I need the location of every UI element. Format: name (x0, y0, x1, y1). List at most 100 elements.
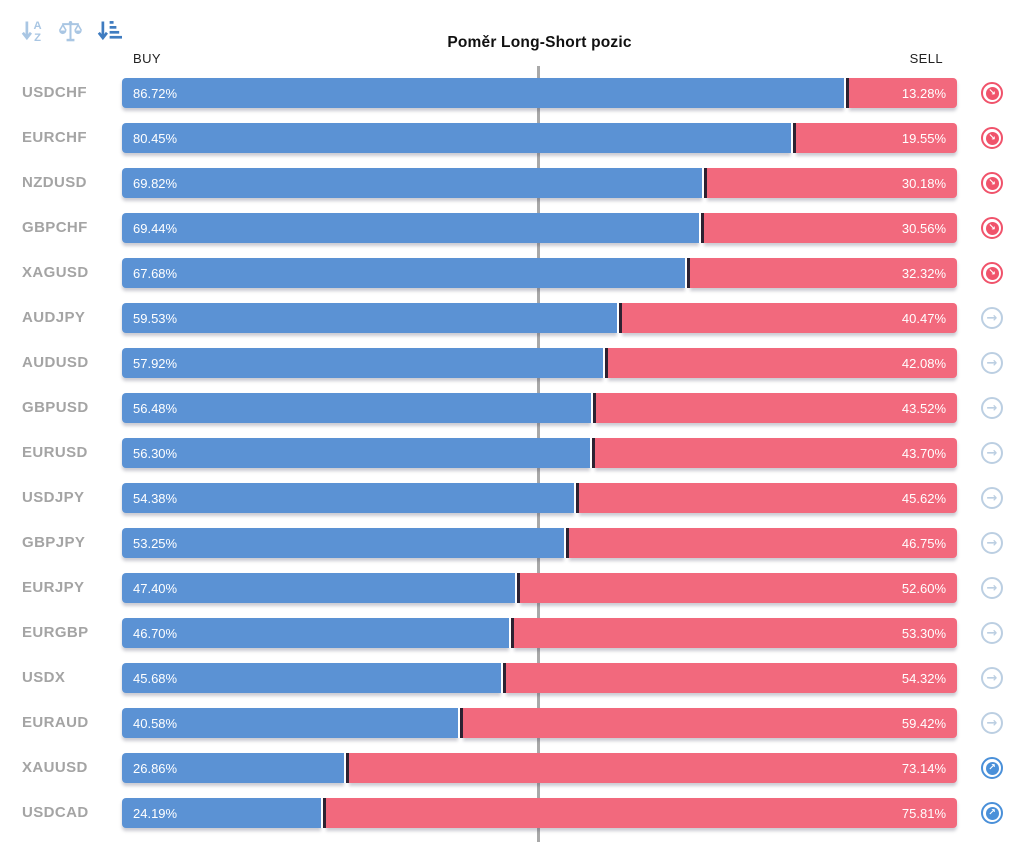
pair-row: USDCHF 86.72% 13.28% ↘ (0, 78, 1027, 123)
buy-axis-label: BUY (133, 51, 161, 66)
trend-arrow-glyph: ↘ (985, 221, 999, 235)
bar-divider (517, 573, 521, 603)
long-short-ratio-bar: 56.48% 43.52% (122, 393, 957, 423)
sell-bar: 52.60% (520, 573, 957, 603)
buy-bar: 47.40% (122, 573, 516, 603)
trend-flat-icon[interactable]: → (981, 622, 1003, 644)
trend-arrow-glyph: → (986, 310, 998, 326)
bar-gap (500, 663, 503, 693)
bar-divider (502, 663, 506, 693)
bar-divider (566, 528, 570, 558)
sort-balance-button[interactable] (56, 16, 85, 45)
pair-row: USDX 45.68% 54.32% → (0, 663, 1027, 708)
sort-by-ratio-button[interactable] (94, 16, 123, 45)
bar-gap (343, 753, 346, 783)
bar-gap (573, 483, 576, 513)
bar-gap (603, 348, 606, 378)
trend-flat-icon[interactable]: → (981, 667, 1003, 689)
bar-divider (345, 753, 349, 783)
trend-flat-icon[interactable]: → (981, 442, 1003, 464)
trend-down-icon[interactable]: ↘ (981, 82, 1003, 104)
sell-bar: 32.32% (689, 258, 957, 288)
buy-percentage: 45.68% (133, 670, 178, 686)
trend-column: ↗ (957, 798, 1027, 828)
pair-row: EURCHF 80.45% 19.55% ↘ (0, 123, 1027, 168)
buy-bar: 54.38% (122, 483, 574, 513)
trend-flat-icon[interactable]: → (981, 487, 1003, 509)
trend-column: ↗ (957, 753, 1027, 783)
buy-percentage: 86.72% (133, 85, 178, 101)
bar-gap (791, 123, 794, 153)
pair-rows-list: USDCHF 86.72% 13.28% ↘ EURCHF 80.45% (0, 78, 1027, 843)
sell-percentage: 59.42% (901, 715, 946, 731)
trend-down-icon[interactable]: ↘ (981, 127, 1003, 149)
buy-bar: 80.45% (122, 123, 792, 153)
trend-down-icon[interactable]: ↘ (981, 262, 1003, 284)
sell-bar: 19.55% (796, 123, 957, 153)
buy-bar: 86.72% (122, 78, 844, 108)
pair-row: EURGBP 46.70% 53.30% → (0, 618, 1027, 663)
trend-up-icon[interactable]: ↗ (981, 802, 1003, 824)
long-short-ratio-bar: 67.68% 32.32% (122, 258, 957, 288)
buy-bar: 56.30% (122, 438, 590, 468)
long-short-ratio-bar: 80.45% 19.55% (122, 123, 957, 153)
pair-label: EURAUD (22, 714, 89, 731)
trend-column: ↘ (957, 78, 1027, 108)
buy-percentage: 56.30% (133, 445, 178, 461)
buy-bar: 69.44% (122, 213, 700, 243)
bar-gap (616, 303, 619, 333)
pair-label: USDCHF (22, 84, 87, 101)
long-short-ratio-bar: 47.40% 52.60% (122, 573, 957, 603)
trend-arrow-glyph: → (986, 355, 998, 371)
svg-text:A: A (34, 20, 42, 32)
trend-flat-icon[interactable]: → (981, 532, 1003, 554)
pair-label: USDX (22, 669, 66, 686)
long-short-ratio-bar: 54.38% 45.62% (122, 483, 957, 513)
trend-column: ↘ (957, 168, 1027, 198)
trend-column: → (957, 438, 1027, 468)
pair-label: XAUUSD (22, 759, 88, 776)
trend-arrow-glyph: → (986, 670, 998, 686)
long-short-ratio-bar: 69.82% 30.18% (122, 168, 957, 198)
pair-label: EURGBP (22, 624, 89, 641)
sell-percentage: 53.30% (901, 625, 946, 641)
sell-percentage: 13.28% (901, 85, 946, 101)
balance-scale-icon (57, 20, 84, 47)
buy-bar: 40.58% (122, 708, 459, 738)
svg-text:Z: Z (34, 32, 41, 44)
trend-flat-icon[interactable]: → (981, 352, 1003, 374)
sell-bar: 30.18% (707, 168, 957, 198)
pair-row: XAUUSD 26.86% 73.14% ↗ (0, 753, 1027, 798)
pair-label: AUDJPY (22, 309, 86, 326)
bar-gap (321, 798, 324, 828)
sell-percentage: 40.47% (901, 310, 946, 326)
trend-flat-icon[interactable]: → (981, 397, 1003, 419)
pair-row: GBPUSD 56.48% 43.52% → (0, 393, 1027, 438)
sort-alphabetical-button[interactable]: A Z (18, 16, 47, 45)
sell-percentage: 52.60% (901, 580, 946, 596)
long-short-ratio-bar: 57.92% 42.08% (122, 348, 957, 378)
trend-up-icon[interactable]: ↗ (981, 757, 1003, 779)
long-short-ratio-bar: 56.30% 43.70% (122, 438, 957, 468)
sell-bar: 54.32% (505, 663, 957, 693)
long-short-ratio-bar: 86.72% 13.28% (122, 78, 957, 108)
trend-flat-icon[interactable]: → (981, 712, 1003, 734)
sell-percentage: 30.56% (901, 220, 946, 236)
bar-divider (323, 798, 327, 828)
bar-divider (845, 78, 849, 108)
bar-gap (509, 618, 512, 648)
trend-flat-icon[interactable]: → (981, 307, 1003, 329)
buy-bar: 46.70% (122, 618, 510, 648)
trend-down-icon[interactable]: ↘ (981, 217, 1003, 239)
trend-arrow-glyph: ↘ (985, 266, 999, 280)
sell-percentage: 30.18% (901, 175, 946, 191)
sell-bar: 43.52% (596, 393, 957, 423)
trend-down-icon[interactable]: ↘ (981, 172, 1003, 194)
trend-flat-icon[interactable]: → (981, 577, 1003, 599)
bar-divider (591, 438, 595, 468)
sell-percentage: 43.70% (901, 445, 946, 461)
pair-row: EURUSD 56.30% 43.70% → (0, 438, 1027, 483)
sell-percentage: 46.75% (901, 535, 946, 551)
trend-arrow-glyph: ↗ (985, 761, 999, 775)
long-short-ratio-bar: 40.58% 59.42% (122, 708, 957, 738)
